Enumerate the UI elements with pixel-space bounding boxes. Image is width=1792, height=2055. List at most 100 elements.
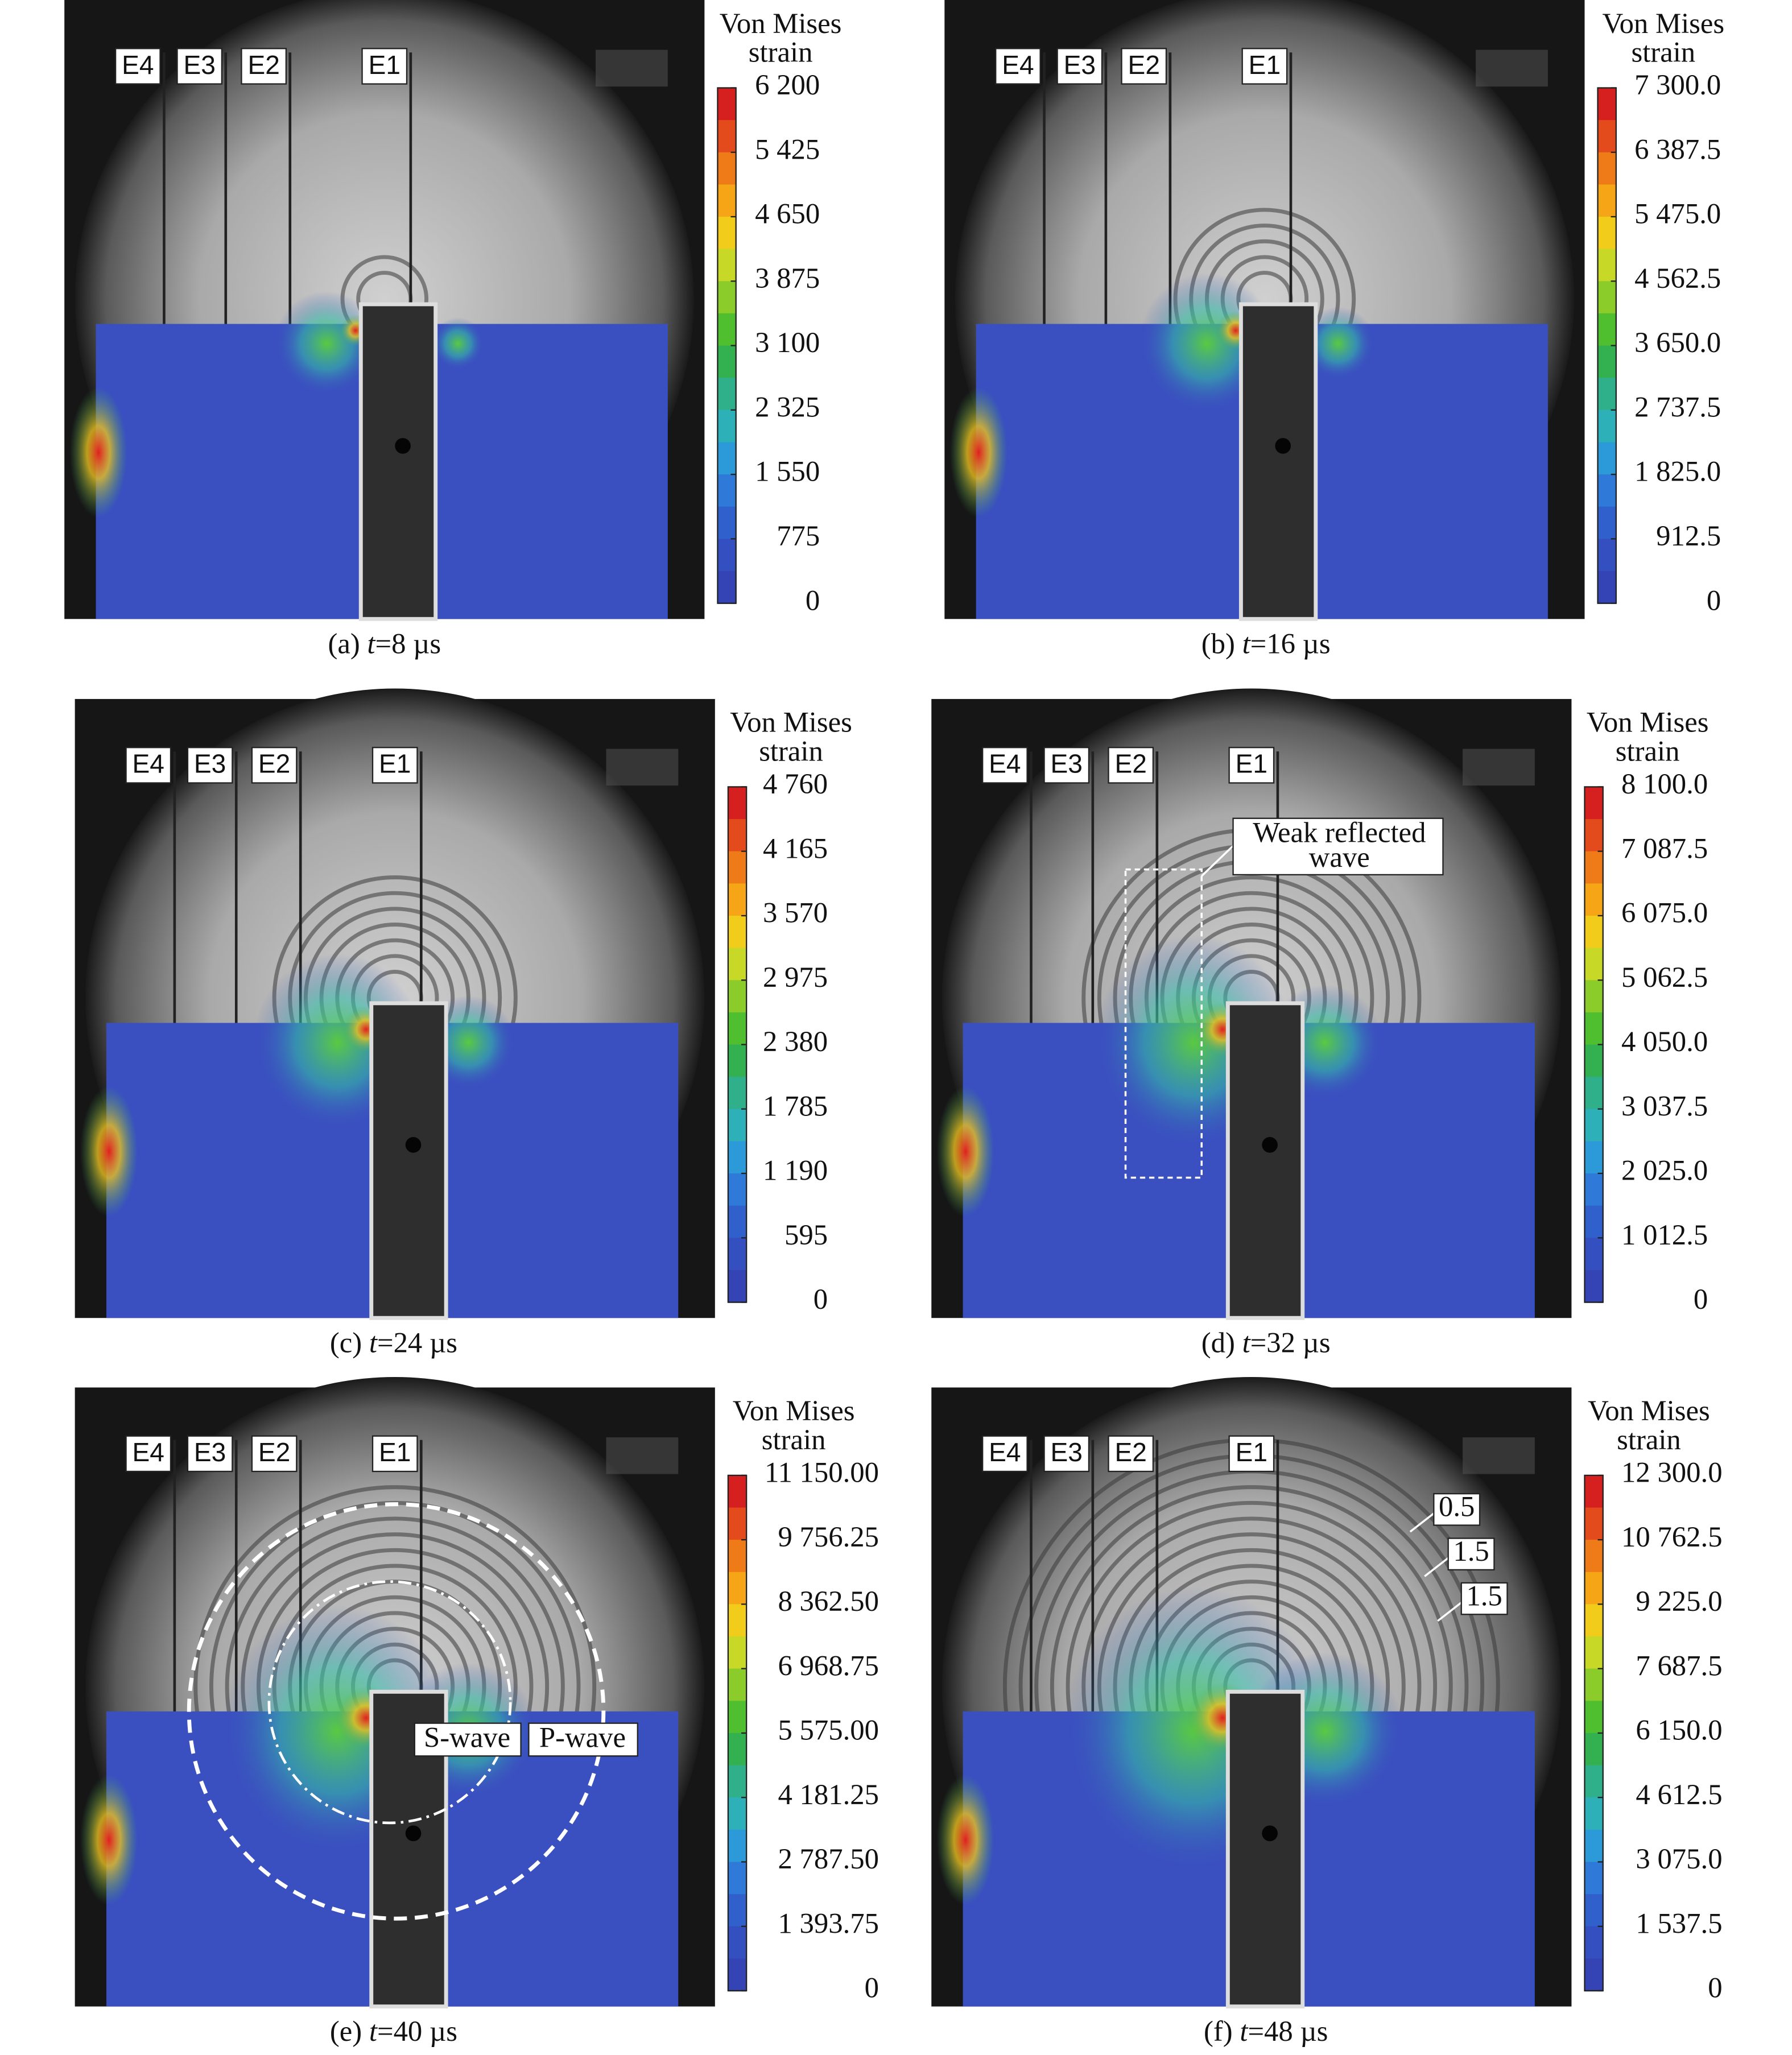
colorbar-step [1584, 1012, 1603, 1045]
colorbar-step [1597, 378, 1616, 411]
strain-red [936, 1086, 994, 1217]
electrode-label: E3 [194, 1437, 226, 1467]
colorbar-step [1584, 1862, 1603, 1895]
colorbar-step [1584, 1044, 1603, 1078]
colorbar-tick-label: 8 362.50 [778, 1585, 880, 1617]
caption: (c) t=24 µs [330, 1326, 457, 1358]
annotation: S-wave [424, 1721, 510, 1753]
caption: (f) t=48 µs [1204, 2015, 1328, 2047]
colorbar-step [1584, 1958, 1603, 1992]
caption-value: =40 µs [377, 2015, 457, 2047]
colorbar-tick-label: 1 550 [755, 456, 820, 487]
colorbar-tick-label: 4 612.5 [1636, 1779, 1722, 1810]
colorbar-tick-label: 5 575.00 [778, 1714, 880, 1746]
colorbar-step [728, 1475, 747, 1508]
panel: E4 E3 E2 E1 [64, 0, 705, 621]
electrode-box [125, 747, 172, 784]
colorbar-tick-label: 5 425 [755, 133, 820, 165]
colorbar-tick-label: 2 787.50 [778, 1843, 880, 1875]
colorbar-step [1597, 570, 1616, 604]
electrode-label: E4 [989, 749, 1021, 779]
colorbar-step [717, 345, 736, 379]
colorbar-tick-label: 4 050.0 [1621, 1026, 1708, 1057]
colorbar-tick-label: 0 [865, 1972, 879, 2004]
electrode-label: E1 [379, 749, 411, 779]
caption: (a) t=8 µs [328, 627, 441, 659]
colorbar-step [1597, 442, 1616, 475]
loading-bar [369, 1001, 448, 1320]
strain-red [936, 1774, 994, 1906]
colorbar-tick-label: 1 190 [763, 1155, 828, 1186]
electrode-label: E4 [122, 50, 154, 80]
electrode-label: E2 [1115, 749, 1147, 779]
colorbar-tick-label: 6 075.0 [1621, 897, 1708, 929]
bar-hole [1275, 438, 1291, 454]
colorbar-step [717, 313, 736, 346]
caption-variable: t [367, 627, 376, 659]
colorbar-step [728, 1507, 747, 1541]
colorbar-tick-label: 0 [1694, 1283, 1708, 1315]
colorbar-step [1584, 1572, 1603, 1605]
caption-value: =16 µs [1250, 627, 1331, 659]
colorbar-step [1584, 1604, 1603, 1638]
caption-label: (c) [330, 1326, 362, 1358]
legend-title: strain [1617, 1424, 1681, 1456]
strain-red [80, 1774, 138, 1906]
strain-red [69, 387, 127, 518]
electrode-box [241, 48, 287, 85]
colorbar-tick-label: 3 570 [763, 897, 828, 929]
colorbar-step [728, 1797, 747, 1831]
colorbar-tick-label: 2 380 [763, 1026, 828, 1057]
colorbar-tick-label: 9 756.25 [778, 1521, 880, 1553]
caption-label: (a) [328, 627, 360, 659]
electrode-label: E2 [247, 50, 279, 80]
annotation-box [1232, 817, 1444, 876]
colorbar-step [1584, 1507, 1603, 1541]
legend-title: Von Mises [1588, 1395, 1710, 1426]
colorbar-tick-label: 4 760 [763, 768, 828, 800]
electrode-label: E3 [1064, 50, 1096, 80]
colorbar-tick-label: 6 200 [755, 69, 820, 101]
strain-red [949, 387, 1008, 518]
colorbar-step [728, 1572, 747, 1605]
caption-variable: t [1242, 1326, 1252, 1358]
caption-variable: t [1242, 627, 1252, 659]
colorbar-tick-label: 2 737.5 [1634, 391, 1721, 423]
electrode-box [1228, 747, 1275, 784]
colorbar-step [728, 1668, 747, 1702]
colorbar-step [728, 1958, 747, 1992]
colorbar-step [1597, 410, 1616, 443]
colorbar-step [1584, 787, 1603, 820]
colorbar-tick-label: 1 825.0 [1634, 456, 1721, 487]
electrode-box [1121, 48, 1167, 85]
caption-value: =24 µs [377, 1326, 457, 1358]
colorbar-step [717, 249, 736, 282]
colorbar-step [1584, 1668, 1603, 1702]
colorbar-tick-label: 1 393.75 [778, 1907, 880, 1939]
bar-hole [395, 438, 411, 454]
colorbar-step [1584, 1077, 1603, 1110]
legend-title: Von Mises [730, 706, 852, 738]
colorbar-tick-label: 6 387.5 [1634, 133, 1721, 165]
colorbar-step [728, 1270, 747, 1303]
leader-line [1409, 1512, 1435, 1533]
colorbar-step [1597, 345, 1616, 379]
legend-title: strain [749, 36, 813, 68]
colorbar-tick-label: 2 975 [763, 961, 828, 993]
caption-variable: t [369, 1326, 378, 1358]
colorbar-step [728, 948, 747, 981]
electrode-box [361, 48, 408, 85]
colorbar-step [717, 152, 736, 185]
colorbar-step [728, 1141, 747, 1175]
colorbar-step [728, 1109, 747, 1142]
colorbar-step [1584, 948, 1603, 981]
colorbar-step [728, 1636, 747, 1669]
colorbar-step [1597, 184, 1616, 218]
electrode-label: E2 [258, 1437, 290, 1467]
electrode-label: E3 [194, 749, 226, 779]
electrode-box [251, 1435, 298, 1473]
electrode-box [995, 48, 1041, 85]
colorbar-step [1584, 1926, 1603, 1959]
stamp [1463, 749, 1535, 786]
colorbar-tick-label: 5 062.5 [1621, 961, 1708, 993]
